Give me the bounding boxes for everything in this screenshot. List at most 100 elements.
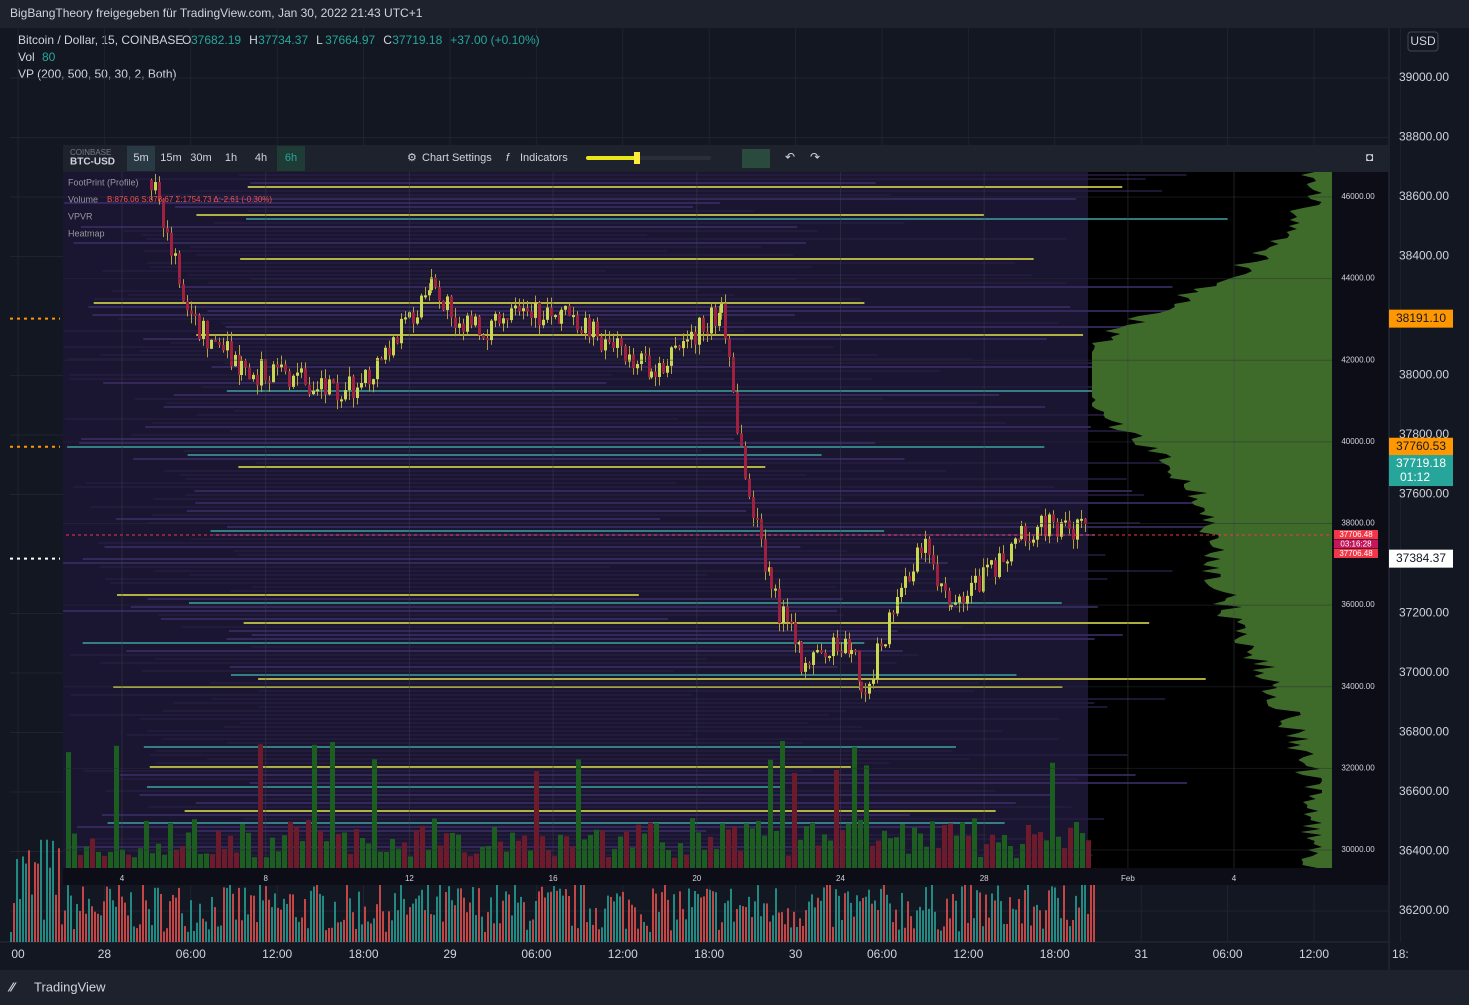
volume-bar: [355, 928, 357, 942]
undo[interactable]: ↶: [785, 150, 795, 164]
candle: [470, 315, 473, 326]
price-label: 38191.10: [1396, 311, 1446, 325]
volume-bar: [907, 901, 909, 942]
candle: [442, 300, 445, 311]
interval[interactable]: 1h: [225, 152, 237, 164]
volume-bar: [276, 851, 281, 868]
heatmap-row: [140, 234, 648, 236]
volume-bar: [406, 914, 408, 942]
volume-bar: [196, 922, 198, 942]
heatmap-row: [188, 602, 1062, 604]
volume-bar: [1086, 840, 1091, 868]
volume-bar: [1024, 890, 1026, 942]
candle: [1024, 525, 1027, 541]
volume-bar: [252, 857, 257, 868]
candle: [352, 376, 355, 398]
volume-bar: [384, 851, 389, 868]
volume-bar: [1062, 847, 1067, 868]
volume-bar: [619, 896, 621, 942]
redo[interactable]: ↷: [810, 150, 820, 164]
volume-bar: [900, 824, 905, 868]
toggle[interactable]: [742, 149, 770, 168]
volume-bar: [646, 925, 648, 942]
countdown: 01:12: [1400, 470, 1430, 484]
heatmap-row: [63, 562, 948, 564]
volume-bar: [208, 929, 210, 942]
candle: [202, 320, 205, 339]
heatmap-row: [238, 466, 766, 468]
y-tick-label: 40000.00: [1341, 437, 1375, 446]
volume-bar: [403, 898, 405, 942]
interval[interactable]: 4h: [255, 152, 267, 164]
candle: [218, 341, 221, 345]
interval[interactable]: 6h: [285, 152, 297, 164]
volume-bar: [570, 846, 575, 868]
volume-bar: [84, 846, 89, 868]
volume-bar: [70, 895, 72, 942]
volume-bar: [394, 893, 396, 942]
candle: [720, 303, 723, 313]
indicators[interactable]: Indicators: [520, 152, 568, 164]
candle: [272, 364, 275, 383]
candle: [1060, 522, 1063, 537]
candle: [412, 312, 415, 324]
interval[interactable]: 5m: [133, 152, 148, 164]
volume-bar: [664, 882, 666, 942]
volume-bar: [571, 925, 573, 942]
candle: [150, 180, 153, 191]
candle: [880, 643, 883, 647]
volume-bar: [472, 887, 474, 942]
volume-bar: [193, 930, 195, 942]
heatmap-row: [107, 822, 1005, 824]
volume-bar: [52, 840, 54, 942]
candle: [240, 360, 243, 376]
volume-bar: [469, 902, 471, 942]
candle: [256, 374, 259, 386]
volume-bar: [294, 826, 299, 868]
volume-bar: [310, 890, 312, 942]
volume-bar: [532, 919, 534, 942]
volume-bar: [558, 834, 563, 868]
heatmap-row: [227, 526, 1206, 528]
candle: [478, 316, 481, 336]
volume-bar: [150, 853, 155, 868]
heatmap-row: [201, 386, 1210, 388]
volume-bar: [750, 828, 755, 868]
volume-bar: [787, 908, 789, 942]
heatmap-row: [186, 510, 747, 512]
heatmap-row: [99, 662, 897, 664]
camera[interactable]: ◘: [1366, 150, 1373, 164]
volume-bar: [180, 846, 185, 868]
interval[interactable]: 15m: [160, 152, 181, 164]
candle: [400, 318, 403, 344]
volume-bar: [508, 894, 510, 942]
heatmap-row: [250, 182, 876, 184]
volume-bar: [529, 920, 531, 942]
interval[interactable]: 30m: [190, 152, 211, 164]
volume-bar: [264, 857, 269, 868]
heatmap-row: [196, 414, 1212, 416]
volume-bar: [49, 867, 51, 942]
volume-bar: [880, 888, 882, 942]
slider-thumb[interactable]: [634, 152, 640, 164]
stats: B:876.06 S:878.67 Σ:1754.73 Δ:-2.61 (-0.…: [107, 195, 272, 204]
candle: [948, 590, 951, 606]
chart-settings[interactable]: Chart Settings: [422, 152, 492, 164]
heatmap-row: [149, 754, 1128, 756]
volume-bar: [796, 927, 798, 942]
heatmap-row: [155, 750, 953, 752]
volume-bar: [1012, 908, 1014, 942]
heatmap-row: [145, 426, 1091, 428]
price-label-bg: [1389, 309, 1453, 328]
candle: [1010, 543, 1013, 562]
volume-bar: [721, 922, 723, 942]
volume-bar: [228, 835, 233, 868]
legend-item: VPVR: [68, 211, 93, 221]
volume-bar: [517, 902, 519, 942]
candle: [292, 375, 295, 387]
heatmap-row: [223, 726, 863, 728]
currency-box[interactable]: [1407, 31, 1439, 52]
candle: [824, 652, 827, 658]
volume-bar: [588, 834, 593, 868]
y-tick-label: 30000.00: [1341, 845, 1375, 854]
